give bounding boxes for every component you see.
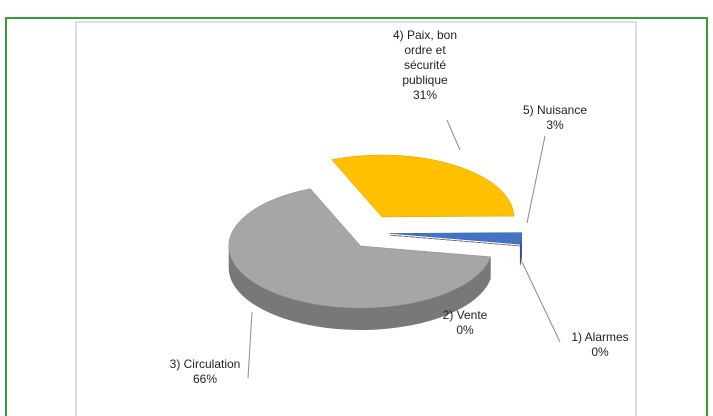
frame [5,17,708,416]
value-label: 0% [456,323,474,337]
slice-side [228,246,491,331]
leader-line [521,261,561,343]
data-label: 3) Circulation 66% [155,357,255,387]
leader-line [247,311,253,379]
slice-side [519,233,522,267]
data-label: 5) Nuisance 3% [505,103,605,133]
category-label: 5) Nuisance [522,103,588,117]
category-label: 4) Paix, bon ordre et sécurité publique [392,28,458,87]
leader-line [526,135,546,224]
slice [389,232,523,245]
data-label: 2) Vente 0% [425,308,505,338]
category-label: 2) Vente [442,308,488,322]
slice [228,188,492,309]
value-label: 3% [546,118,564,132]
value-label: 31% [412,88,438,102]
category-label: 1) Alarmes [571,330,629,344]
category-label: 3) Circulation [169,357,241,371]
slice [389,234,520,247]
value-label: 66% [192,372,218,386]
leader-line [446,119,461,151]
chart-area [75,21,637,416]
data-label: 1) Alarmes 0% [555,330,645,360]
value-label: 0% [591,345,609,359]
data-label: 4) Paix, bon ordre et sécurité publique 3… [386,28,464,103]
slice [331,154,515,218]
